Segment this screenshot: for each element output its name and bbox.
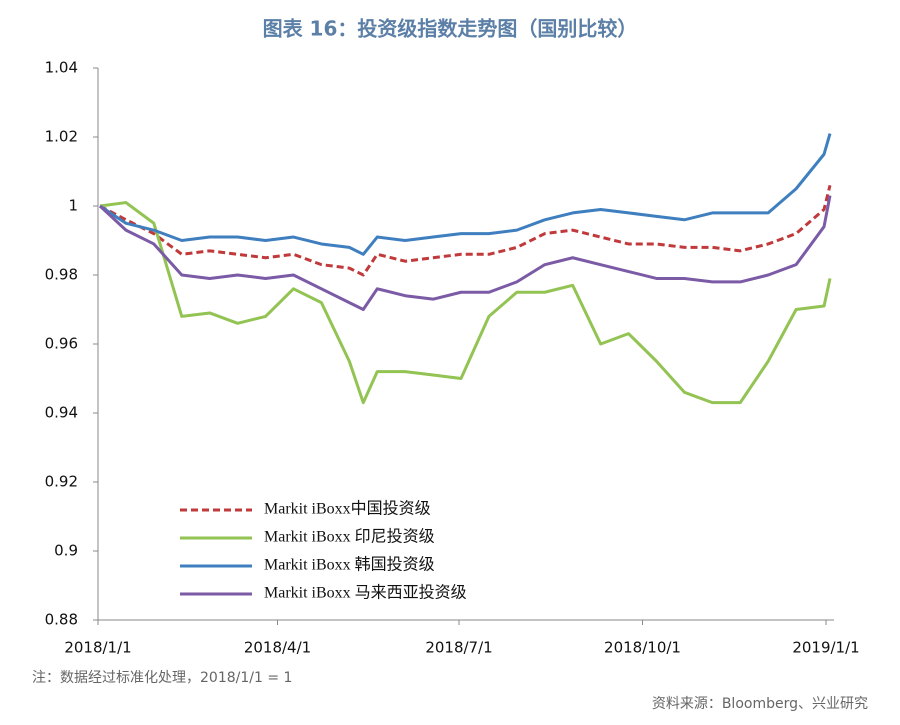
y-tick-label: 1.04 — [45, 59, 78, 77]
legend-label: Markit iBoxx 印尼投资级 — [264, 528, 435, 546]
y-tick-label: 0.96 — [45, 335, 78, 353]
y-tick-label: 0.98 — [45, 266, 78, 284]
y-tick-label: 1 — [68, 197, 78, 215]
chart-title: 图表 16：投资级指数走势图（国别比较） — [263, 17, 638, 41]
note: 注：数据经过标准化处理，2018/1/1 = 1 — [32, 670, 292, 686]
series-line — [99, 184, 832, 277]
x-tick-label: 2018/10/1 — [604, 639, 681, 657]
x-tick-label: 2018/4/1 — [244, 639, 311, 657]
series-line — [99, 133, 832, 256]
series-line — [98, 195, 832, 311]
y-tick-label: 0.92 — [45, 473, 78, 491]
y-tick-label: 0.88 — [45, 611, 78, 629]
series-line — [99, 201, 832, 405]
y-tick-label: 0.9 — [54, 542, 78, 560]
y-tick-label: 0.94 — [45, 404, 78, 422]
source: 资料来源：Bloomberg、兴业研究 — [652, 696, 868, 712]
legend-label: Markit iBoxx中国投资级 — [264, 500, 431, 518]
x-tick-label: 2018/1/1 — [64, 639, 131, 657]
legend-label: Markit iBoxx 马来西亚投资级 — [264, 584, 467, 602]
x-tick-label: 2019/1/1 — [792, 639, 859, 657]
x-tick-label: 2018/7/1 — [425, 639, 492, 657]
legend-label: Markit iBoxx 韩国投资级 — [264, 556, 435, 574]
y-tick-label: 1.02 — [45, 128, 78, 146]
